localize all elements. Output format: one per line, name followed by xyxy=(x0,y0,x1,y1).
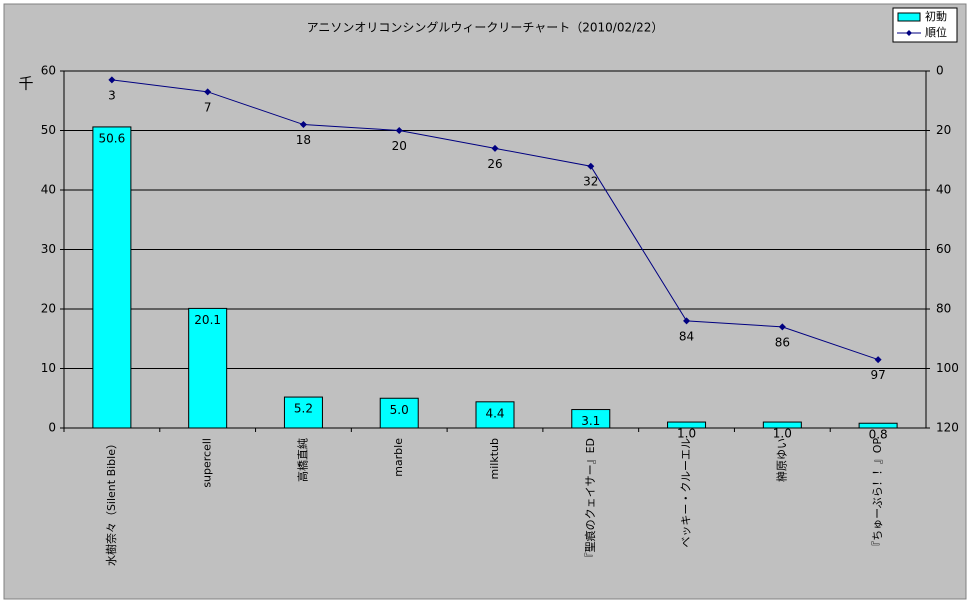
line-value-label: 7 xyxy=(204,100,212,114)
bar xyxy=(188,307,228,429)
y2-tick-label: 0 xyxy=(936,64,944,78)
bar xyxy=(283,396,323,429)
line-value-label: 86 xyxy=(775,335,790,349)
bar-value-label: 50.6 xyxy=(99,131,126,145)
y-tick-label: 30 xyxy=(41,242,56,256)
y-tick-label: 20 xyxy=(41,302,56,316)
y2-tick-label: 100 xyxy=(936,361,959,375)
line-marker xyxy=(491,144,499,152)
line-value-label: 20 xyxy=(392,139,407,153)
bar-value-label: 5.0 xyxy=(390,403,409,417)
y2-tick-label: 120 xyxy=(936,421,959,435)
line-value-label: 18 xyxy=(296,133,311,147)
bar xyxy=(762,421,802,429)
line-value-label: 26 xyxy=(487,157,502,171)
x-tick-label: 『ちゅーぶら！！』OP xyxy=(871,438,884,552)
bar xyxy=(858,422,898,429)
y-tick-label: 10 xyxy=(41,361,56,375)
line-marker xyxy=(778,323,786,331)
bar xyxy=(92,126,132,429)
bar-value-label: 5.2 xyxy=(294,402,313,416)
chart-background xyxy=(3,3,967,600)
bar-value-label: 0.8 xyxy=(869,428,888,442)
legend-label: 初動 xyxy=(925,9,947,23)
y2-tick-label: 20 xyxy=(936,123,951,137)
line-value-label: 97 xyxy=(870,368,885,382)
line-value-label: 32 xyxy=(583,175,598,189)
line-marker xyxy=(683,317,691,325)
x-tick-label: 『聖痕のクェイサー』ED xyxy=(583,438,597,563)
line-marker xyxy=(587,162,595,170)
x-tick-label: 高橋直純 xyxy=(295,438,309,482)
y-tick-label: 40 xyxy=(41,183,56,197)
bar-value-label: 20.1 xyxy=(194,313,221,327)
y2-tick-label: 80 xyxy=(936,302,951,316)
bar-value-label: 1.0 xyxy=(677,427,696,441)
x-tick-label: supercell xyxy=(201,438,214,488)
bar xyxy=(667,421,707,429)
x-tick-label: 榊原ゆい xyxy=(774,438,788,482)
line-marker xyxy=(395,127,403,134)
bar-value-label: 1.0 xyxy=(773,427,792,441)
bar-value-label: 4.4 xyxy=(485,406,504,420)
legend-swatch xyxy=(897,12,921,22)
chart-title: アニソンオリコンシングルウィークリーチャート（2010/02/22） xyxy=(307,21,664,35)
legend-marker xyxy=(906,30,912,36)
bar-value-label: 3.1 xyxy=(581,414,600,428)
legend-label: 順位 xyxy=(925,25,947,39)
x-tick-label: marble xyxy=(392,438,405,477)
line-marker xyxy=(204,88,212,96)
y2-tick-label: 40 xyxy=(936,183,951,197)
line-marker xyxy=(299,121,307,129)
bar xyxy=(571,409,611,429)
line-marker xyxy=(108,76,116,84)
y2-tick-label: 60 xyxy=(936,242,951,256)
line-value-label: 3 xyxy=(108,88,116,102)
bar xyxy=(379,397,419,429)
line-value-label: 84 xyxy=(679,329,694,343)
x-tick-label: milktub xyxy=(488,438,501,479)
y-tick-label: 60 xyxy=(41,64,56,78)
line-marker xyxy=(874,356,882,364)
y-tick-label: 50 xyxy=(41,123,56,137)
y-axis-unit: 千 xyxy=(18,75,33,93)
x-tick-label: ベッキー・クルーエル xyxy=(680,438,693,548)
y-tick-label: 0 xyxy=(48,421,56,435)
x-tick-label: 水樹奈々（Silent Bible） xyxy=(104,438,118,566)
bar xyxy=(475,401,515,429)
